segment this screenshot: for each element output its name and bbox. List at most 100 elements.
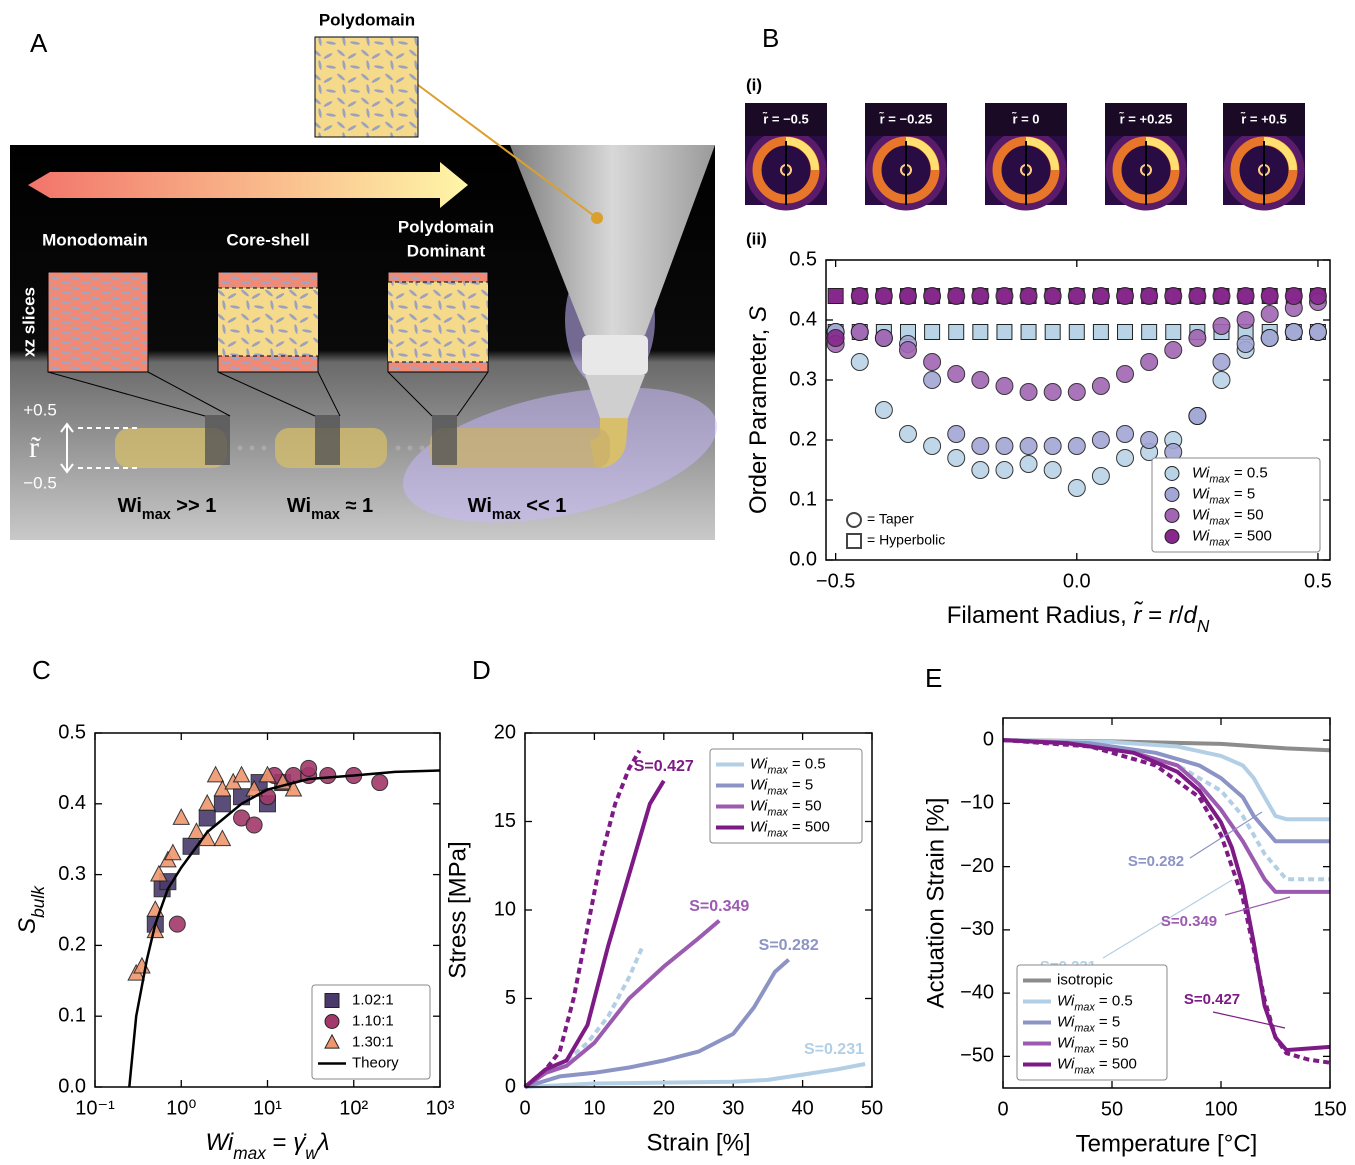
x-tick-label: 100 — [1204, 1098, 1237, 1120]
marker — [1261, 306, 1278, 323]
text-part: = 500 — [788, 818, 830, 835]
annotation: S=0.349 — [1161, 913, 1217, 930]
text-part: max — [1074, 1064, 1095, 1076]
y-tick-label: 0.3 — [789, 368, 817, 390]
y-tick-label: −30 — [960, 918, 994, 940]
y-tick-label: 0.4 — [58, 792, 86, 814]
image-label: r̃ = +0.25 — [1119, 111, 1172, 126]
marker — [320, 767, 336, 783]
legend-label: 1.30:1 — [352, 1033, 394, 1050]
marker — [1165, 467, 1179, 481]
marker — [996, 438, 1013, 455]
x-tick-label: 30 — [722, 1097, 744, 1119]
chart: 0−10−20−30−40−50050100150Temperature [°C… — [922, 718, 1346, 1157]
dashed-line — [525, 945, 643, 1087]
marker — [1117, 450, 1134, 467]
panel-letter: C — [32, 655, 51, 685]
text-part: max — [1074, 1043, 1095, 1055]
marker — [234, 767, 250, 782]
y-tick-label: 0.1 — [789, 488, 817, 510]
marker — [996, 288, 1013, 305]
line — [1003, 740, 1330, 819]
text-part: max — [1074, 1022, 1095, 1034]
slice-box — [48, 272, 148, 372]
y-tick-label: 0.2 — [789, 428, 817, 450]
y-tick-label: 0.0 — [58, 1075, 86, 1097]
label: Monodomain — [42, 230, 148, 249]
marker — [1068, 384, 1085, 401]
text-part: max — [492, 507, 521, 523]
label: xz slices — [19, 287, 38, 357]
marker — [851, 288, 868, 305]
text-part: = 500 — [1230, 527, 1272, 544]
marker — [1020, 438, 1037, 455]
y-tick-label: −10 — [960, 792, 994, 814]
marker — [199, 810, 215, 826]
text-part: max — [311, 507, 340, 523]
text-part: bulk — [28, 885, 48, 918]
sub-label: (i) — [746, 75, 762, 94]
x-tick-label: 10¹ — [253, 1097, 282, 1119]
marker-legend-label: = Hyperbolic — [867, 532, 945, 548]
marker — [173, 809, 189, 824]
y-tick-label: 0.3 — [58, 863, 86, 885]
marker — [1165, 530, 1179, 544]
legend-label: isotropic — [1057, 971, 1113, 988]
marker — [1166, 325, 1181, 340]
text-part: Wi — [750, 797, 768, 814]
text-part: = 0.5 — [1230, 464, 1268, 481]
marker — [1309, 288, 1326, 305]
marker — [827, 330, 844, 347]
text-part: = 500 — [1095, 1055, 1137, 1072]
marker — [1213, 318, 1230, 335]
text-part: Wi — [1057, 1055, 1075, 1072]
marker — [1141, 432, 1158, 449]
marker — [1189, 408, 1206, 425]
y-tick-label: 0.1 — [58, 1004, 86, 1026]
x-tick-label: 50 — [861, 1097, 883, 1119]
annotation: S=0.282 — [1128, 853, 1184, 870]
image-label: r̃ = 0 — [1012, 111, 1040, 126]
text-part: << 1 — [521, 495, 567, 517]
marker — [208, 767, 224, 782]
marker — [199, 795, 215, 810]
marker — [828, 289, 843, 304]
y-axis-label: Stress [MPa] — [444, 841, 471, 978]
annotation: S=0.427 — [1184, 991, 1240, 1008]
marker — [948, 426, 965, 443]
slice-core — [218, 288, 318, 356]
text-part: Wi — [750, 776, 768, 793]
annotation: S=0.349 — [689, 898, 749, 915]
legend-label: Theory — [352, 1054, 399, 1071]
text-part: = 5 — [1230, 485, 1255, 502]
text-part: = 50 — [1230, 506, 1264, 523]
sub-label: (ii) — [746, 229, 767, 248]
marker — [899, 426, 916, 443]
image-label: r̃ = −0.5 — [763, 111, 809, 126]
text-part: λ — [316, 1129, 330, 1156]
panel-letter: D — [472, 655, 491, 685]
annotation: S=0.231 — [804, 1041, 864, 1058]
marker — [875, 288, 892, 305]
marker — [924, 288, 941, 305]
marker — [973, 325, 988, 340]
label: Dominant — [407, 241, 486, 260]
image-label: r̃ = +0.5 — [1241, 111, 1287, 126]
marker — [1309, 324, 1326, 341]
marker — [948, 366, 965, 383]
text-part: max — [767, 785, 788, 797]
x-tick-label: 10⁰ — [166, 1097, 196, 1119]
marker — [1021, 325, 1036, 340]
x-tick-label: 150 — [1313, 1098, 1346, 1120]
marker — [851, 354, 868, 371]
marker — [1020, 384, 1037, 401]
y-tick-label: 15 — [494, 810, 516, 832]
marker — [1092, 432, 1109, 449]
chart: 0510152001020304050Strain [%]Stress [MPa… — [444, 721, 883, 1156]
text-part: d — [1183, 602, 1197, 629]
marker — [899, 342, 916, 359]
panel-letter: A — [30, 28, 48, 58]
marker — [1068, 288, 1085, 305]
x-axis-label: Filament Radius, r̃ = r/dN — [947, 602, 1210, 636]
